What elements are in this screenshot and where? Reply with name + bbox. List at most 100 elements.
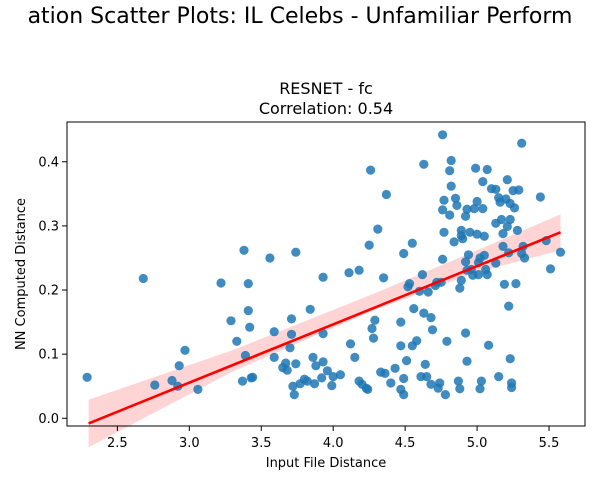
x-tick-label: 5.5: [539, 436, 560, 451]
scatter-point: [453, 376, 463, 386]
scatter-point: [285, 343, 295, 353]
scatter-point: [511, 279, 521, 289]
scatter-point: [407, 238, 417, 248]
scatter-point: [452, 200, 462, 210]
scatter-point: [138, 273, 148, 284]
scatter-point: [438, 254, 448, 264]
scatter-point: [520, 253, 530, 263]
chart-title: RESNET - fc: [279, 79, 373, 98]
scatter-point: [289, 390, 299, 400]
scatter-point: [350, 352, 360, 362]
scatter-point: [445, 210, 455, 220]
scatter-point: [180, 345, 190, 355]
scatter-point: [439, 195, 449, 205]
scatter-point: [226, 316, 236, 326]
scatter-point: [446, 181, 456, 191]
x-tick-label: 3.5: [251, 436, 272, 451]
chart-subtitle: Correlation: 0.54: [259, 99, 393, 118]
scatter-point: [412, 336, 422, 346]
scatter-point: [345, 339, 356, 349]
scatter-point: [479, 250, 489, 260]
plot-frame: [66, 121, 586, 427]
scatter-point: [366, 165, 376, 175]
scatter-point: [504, 301, 514, 311]
scatter-point: [507, 378, 517, 388]
scatter-point: [505, 214, 515, 225]
scatter-point: [463, 250, 474, 260]
scatter-point: [517, 138, 527, 148]
scatter-point: [499, 279, 509, 289]
scatter-point: [482, 164, 492, 175]
y-tick-label: 0.2: [38, 284, 59, 299]
scatter-point: [399, 248, 409, 259]
scatter-point: [449, 237, 459, 247]
scatter-point: [461, 328, 471, 338]
scatter-point: [472, 196, 482, 207]
y-tick-label: 0.1: [38, 348, 59, 363]
x-axis-label: Input File Distance: [266, 456, 387, 471]
scatter-point: [386, 378, 396, 388]
scatter-point: [167, 375, 177, 386]
scatter-point: [367, 323, 377, 334]
scatter-point: [484, 340, 494, 350]
scatter-point: [473, 270, 484, 280]
scatter-point: [379, 273, 389, 283]
x-tick-label: 4.5: [395, 436, 416, 451]
scatter-point: [512, 225, 523, 235]
scatter-point: [445, 166, 455, 176]
x-axis-ticks: 2.5 3.0 3.5 4.0 4.5 5.0 5.5: [107, 426, 559, 451]
scatter-point: [328, 372, 338, 382]
scatter-point: [305, 304, 315, 314]
scatter-point: [232, 336, 242, 346]
scatter-point: [309, 379, 320, 389]
scatter-point: [469, 204, 479, 214]
scatter-point: [456, 225, 466, 235]
scatter-point: [82, 372, 92, 382]
scatter-point: [427, 325, 438, 335]
scatter-point: [461, 257, 471, 267]
scatter-point: [462, 356, 472, 366]
scatter-point: [150, 380, 160, 390]
scatter-point: [455, 283, 465, 293]
scatter-point: [498, 229, 508, 239]
scatter-point: [174, 361, 184, 371]
scatter-point: [479, 231, 489, 241]
scatter-point: [317, 373, 327, 383]
scatter-point: [311, 361, 321, 371]
scatter-point: [439, 227, 449, 237]
scatter-point: [396, 341, 406, 351]
y-tick-label: 0.0: [38, 412, 59, 427]
scatter-point: [390, 363, 400, 373]
scatter-point: [442, 336, 452, 346]
scatter-point: [438, 205, 448, 215]
scatter-point: [288, 381, 298, 391]
scatter-point: [354, 265, 364, 275]
x-tick-label: 5.0: [467, 436, 488, 451]
scatter-point: [318, 272, 328, 282]
scatter-point: [308, 352, 318, 362]
scatter-point: [478, 204, 488, 214]
scatter-point: [248, 372, 258, 382]
scatter-point: [420, 359, 430, 369]
scatter-point: [475, 384, 485, 394]
scatter-point: [282, 365, 292, 375]
scatter-point: [399, 390, 409, 400]
scatter-point: [450, 193, 461, 203]
scatter-point: [291, 247, 301, 257]
scatter-point: [286, 329, 297, 339]
scatter-point: [455, 384, 465, 394]
scatter-point: [514, 185, 524, 195]
scatter-point: [509, 203, 520, 213]
scatter-point: [423, 287, 433, 297]
scatter-point: [435, 378, 445, 388]
scatter-point: [243, 306, 253, 316]
scatter-point: [446, 155, 456, 166]
scatter-point: [370, 315, 380, 325]
scatter-point: [505, 354, 515, 364]
scatter-point: [265, 253, 275, 263]
scatter-point: [471, 163, 481, 173]
scatter-point: [381, 189, 391, 200]
scatter-point: [545, 264, 556, 274]
scatter-point: [368, 333, 379, 343]
